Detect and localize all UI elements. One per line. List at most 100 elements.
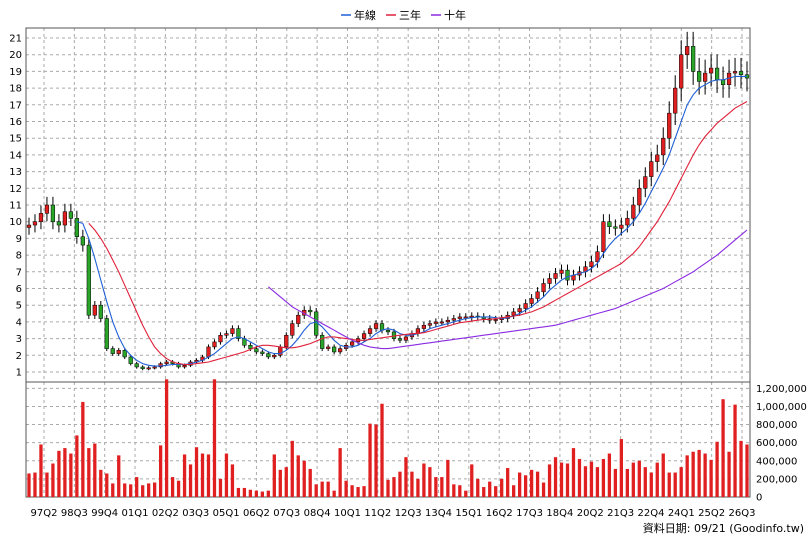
candle-body [164,361,169,364]
candle-body [732,71,738,74]
candle-body [32,221,38,226]
volume-bar [296,455,300,497]
candle-body [361,333,367,339]
volume-bar [182,454,187,497]
candle-body [541,283,546,293]
candle-body [697,71,702,82]
volume-bar [559,462,564,497]
volume-bar [111,483,115,497]
candle-body [553,273,558,279]
price-tick-label: 1 [16,367,22,378]
candle-body [589,261,594,268]
volume-bar [320,481,324,497]
x-tick-label: 18Q4 [546,508,573,519]
candle-body [38,213,44,222]
volume-bar [260,491,264,497]
price-tick-label: 16 [9,117,22,128]
candle-body [661,137,666,156]
candle-body [98,304,103,319]
candle-body [152,366,157,369]
volume-bars [27,379,749,497]
volume-bar [33,472,37,497]
volume-bar [703,453,707,497]
volume-bar [158,445,163,497]
candle-body [182,365,187,368]
volume-bar [547,464,552,497]
price-tick-label: 18 [9,84,22,95]
candle-body [379,323,385,331]
volume-bar [529,469,534,497]
candle-body [212,341,217,348]
volume-bar [362,486,366,497]
x-tick-label: 03Q3 [182,508,209,519]
volume-bar [583,466,588,497]
volume-bar [81,401,85,497]
volume-bar [649,472,653,497]
candle-body [619,224,624,229]
candle-body [86,244,91,316]
volume-bar [51,463,55,497]
x-tick-label: 06Q2 [243,508,270,519]
volume-bar [57,450,61,497]
price-tick-label: 4 [16,317,22,328]
volume-bar [685,455,689,497]
x-tick-label: 99Q4 [91,508,118,519]
price-tick-label: 17 [9,100,22,111]
candle-body [703,72,708,82]
candle-body [62,211,67,226]
candle-body [230,328,235,334]
volume-bar [643,467,647,497]
volume-bar [314,484,318,497]
volume-bar [194,447,199,497]
volume-bar [326,481,330,497]
candle-body [679,54,684,89]
candle-body [116,350,121,354]
volume-bar [290,440,294,497]
volume-bar [440,477,444,497]
volume-bar [248,489,253,497]
candle-body [385,329,391,333]
volume-bar [218,478,223,497]
volume-bar [512,485,516,497]
volume-bar [236,487,241,497]
volume-bar [344,480,348,497]
price-tick-label: 9 [16,234,22,245]
volume-bar [595,467,600,497]
volume-bar [27,473,31,497]
volume-bar [338,448,342,497]
volume-bar [152,482,157,497]
x-tick-label: 21Q3 [607,508,634,519]
volume-bar [661,453,665,497]
price-tick-label: 11 [9,201,22,212]
volume-tick-label: 0 [756,493,762,504]
candle-body [218,334,223,343]
volume-bar [464,490,468,497]
volume-tick-label: 800,000 [756,420,797,431]
x-tick-label: 10Q1 [334,508,361,519]
candle-body [332,346,337,353]
candle-body [80,236,85,246]
volume-bar [506,468,510,497]
source-note: 資料日期: 09/21 (Goodinfo.tw) [643,521,804,535]
candle-body [595,251,600,263]
candle-body [625,218,630,226]
x-tick-label: 12Q3 [395,508,422,519]
x-tick-label: 13Q4 [425,508,452,519]
ma-line-ma3 [88,101,748,366]
candle-body [457,316,462,319]
price-tick-label: 3 [16,334,22,345]
volume-bar [428,467,432,497]
candle-body [320,334,325,349]
price-tick-label: 20 [9,50,22,61]
volume-bar [147,483,151,497]
volume-bar [601,458,606,497]
candle-body [493,319,498,321]
volume-bar [553,457,558,497]
volume-bar [470,464,474,497]
price-tick-label: 14 [9,150,22,161]
candle-body [637,188,642,206]
volume-bar [494,486,498,497]
candle-body [714,67,720,81]
candle-body [397,338,403,341]
